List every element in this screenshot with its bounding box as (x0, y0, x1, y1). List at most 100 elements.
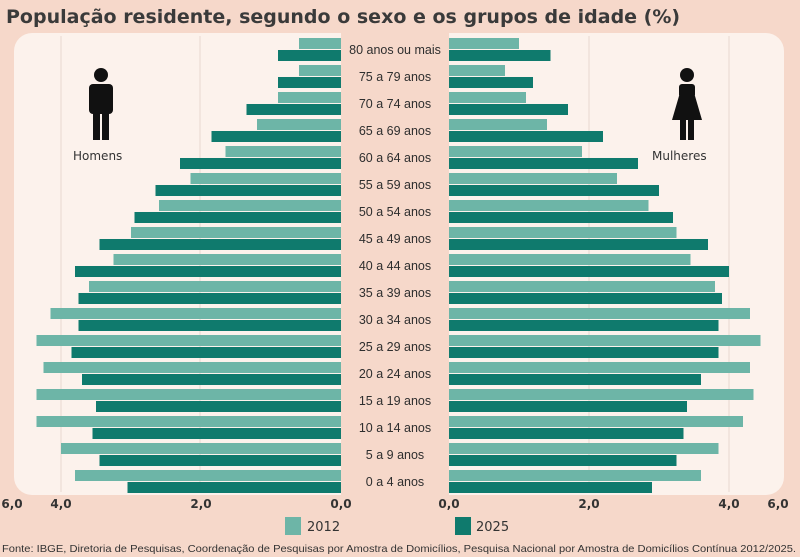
x-tick-right: 6,0 (767, 497, 788, 511)
bar-women-2012-3 (449, 119, 547, 130)
x-tick-left: 0,0 (330, 497, 351, 511)
bar-men-2025-6 (134, 212, 341, 223)
bar-men-2025-3 (211, 131, 341, 142)
bar-men-2012-8 (113, 254, 341, 265)
bar-men-2025-7 (99, 239, 341, 250)
bar-men-2012-10 (50, 308, 341, 319)
bar-men-2025-15 (99, 455, 341, 466)
age-group-label: 65 a 69 anos (359, 124, 431, 138)
bar-women-2025-12 (449, 374, 701, 385)
bar-women-2012-13 (449, 389, 754, 400)
bar-women-2025-15 (449, 455, 677, 466)
bar-women-2025-3 (449, 131, 603, 142)
bar-women-2012-10 (449, 308, 750, 319)
bar-men-2025-13 (96, 401, 341, 412)
bar-men-2012-16 (75, 470, 341, 481)
age-group-label: 40 a 44 anos (359, 259, 431, 273)
age-group-label: 15 a 19 anos (359, 394, 431, 408)
age-group-label: 60 a 64 anos (359, 151, 431, 165)
age-group-label: 30 a 34 anos (359, 313, 431, 327)
age-group-label: 50 a 54 anos (359, 205, 431, 219)
bar-men-2012-15 (61, 443, 341, 454)
bar-women-2025-13 (449, 401, 687, 412)
bar-women-2025-14 (449, 428, 684, 439)
bar-men-2012-9 (89, 281, 341, 292)
bar-women-2012-12 (449, 362, 750, 373)
x-tick-right: 0,0 (438, 497, 459, 511)
age-group-label: 25 a 29 anos (359, 340, 431, 354)
bar-men-2025-0 (278, 50, 341, 61)
bar-men-2025-8 (75, 266, 341, 277)
bar-women-2012-15 (449, 443, 719, 454)
bar-men-2012-14 (36, 416, 341, 427)
x-tick-left: 6,0 (1, 497, 22, 511)
bar-women-2025-11 (449, 347, 719, 358)
bar-men-2012-11 (36, 335, 341, 346)
bar-men-2012-3 (257, 119, 341, 130)
bar-women-2012-0 (449, 38, 519, 49)
bar-men-2025-9 (78, 293, 341, 304)
x-tick-left: 4,0 (50, 497, 71, 511)
bar-women-2025-8 (449, 266, 729, 277)
bar-women-2025-6 (449, 212, 673, 223)
bar-men-2025-4 (180, 158, 341, 169)
bar-men-2012-12 (43, 362, 341, 373)
bar-women-2025-0 (449, 50, 551, 61)
women-label: Mulheres (652, 149, 707, 163)
bar-men-2012-5 (190, 173, 341, 184)
legend-label-2025: 2025 (476, 520, 509, 535)
bar-men-2012-7 (131, 227, 341, 238)
age-group-label: 5 a 9 anos (366, 448, 424, 462)
bar-men-2025-14 (92, 428, 341, 439)
x-tick-right: 2,0 (578, 497, 599, 511)
x-tick-right: 4,0 (718, 497, 739, 511)
bar-women-2025-10 (449, 320, 719, 331)
bar-women-2012-14 (449, 416, 743, 427)
men-label: Homens (73, 149, 122, 163)
bar-women-2012-1 (449, 65, 505, 76)
bar-women-2012-4 (449, 146, 582, 157)
bar-men-2012-0 (299, 38, 341, 49)
bar-women-2025-7 (449, 239, 708, 250)
age-group-label: 10 a 14 anos (359, 421, 431, 435)
bar-women-2012-7 (449, 227, 677, 238)
bar-women-2012-2 (449, 92, 526, 103)
bar-men-2025-11 (71, 347, 341, 358)
bar-women-2025-9 (449, 293, 722, 304)
bar-women-2025-5 (449, 185, 659, 196)
bar-men-2012-2 (278, 92, 341, 103)
x-tick-left: 2,0 (190, 497, 211, 511)
age-group-label: 55 a 59 anos (359, 178, 431, 192)
bar-women-2012-9 (449, 281, 715, 292)
age-group-label: 35 a 39 anos (359, 286, 431, 300)
age-group-label: 20 a 24 anos (359, 367, 431, 381)
bar-women-2012-11 (449, 335, 761, 346)
female-icon (672, 68, 702, 140)
bar-men-2025-5 (155, 185, 341, 196)
bar-women-2025-2 (449, 104, 568, 115)
age-label-column (341, 33, 449, 495)
bar-men-2025-1 (278, 77, 341, 88)
age-group-label: 80 anos ou mais (349, 43, 441, 57)
age-group-label: 75 a 79 anos (359, 70, 431, 84)
source-note: Fonte: IBGE, Diretoria de Pesquisas, Coo… (2, 543, 796, 555)
legend-swatch-2012 (285, 517, 301, 535)
male-icon (89, 68, 113, 140)
bar-men-2025-16 (127, 482, 341, 493)
age-group-label: 0 a 4 anos (366, 475, 424, 489)
bar-men-2012-4 (225, 146, 341, 157)
bar-women-2025-16 (449, 482, 652, 493)
bar-men-2025-10 (78, 320, 341, 331)
bar-women-2025-1 (449, 77, 533, 88)
bar-men-2012-1 (299, 65, 341, 76)
bar-women-2012-6 (449, 200, 649, 211)
bar-women-2012-8 (449, 254, 691, 265)
bar-men-2012-6 (159, 200, 341, 211)
legend-label-2012: 2012 (307, 520, 340, 535)
age-group-label: 45 a 49 anos (359, 232, 431, 246)
bar-men-2012-13 (36, 389, 341, 400)
chart-title: População residente, segundo o sexo e os… (6, 6, 680, 28)
bar-men-2025-12 (82, 374, 341, 385)
bar-women-2025-4 (449, 158, 638, 169)
